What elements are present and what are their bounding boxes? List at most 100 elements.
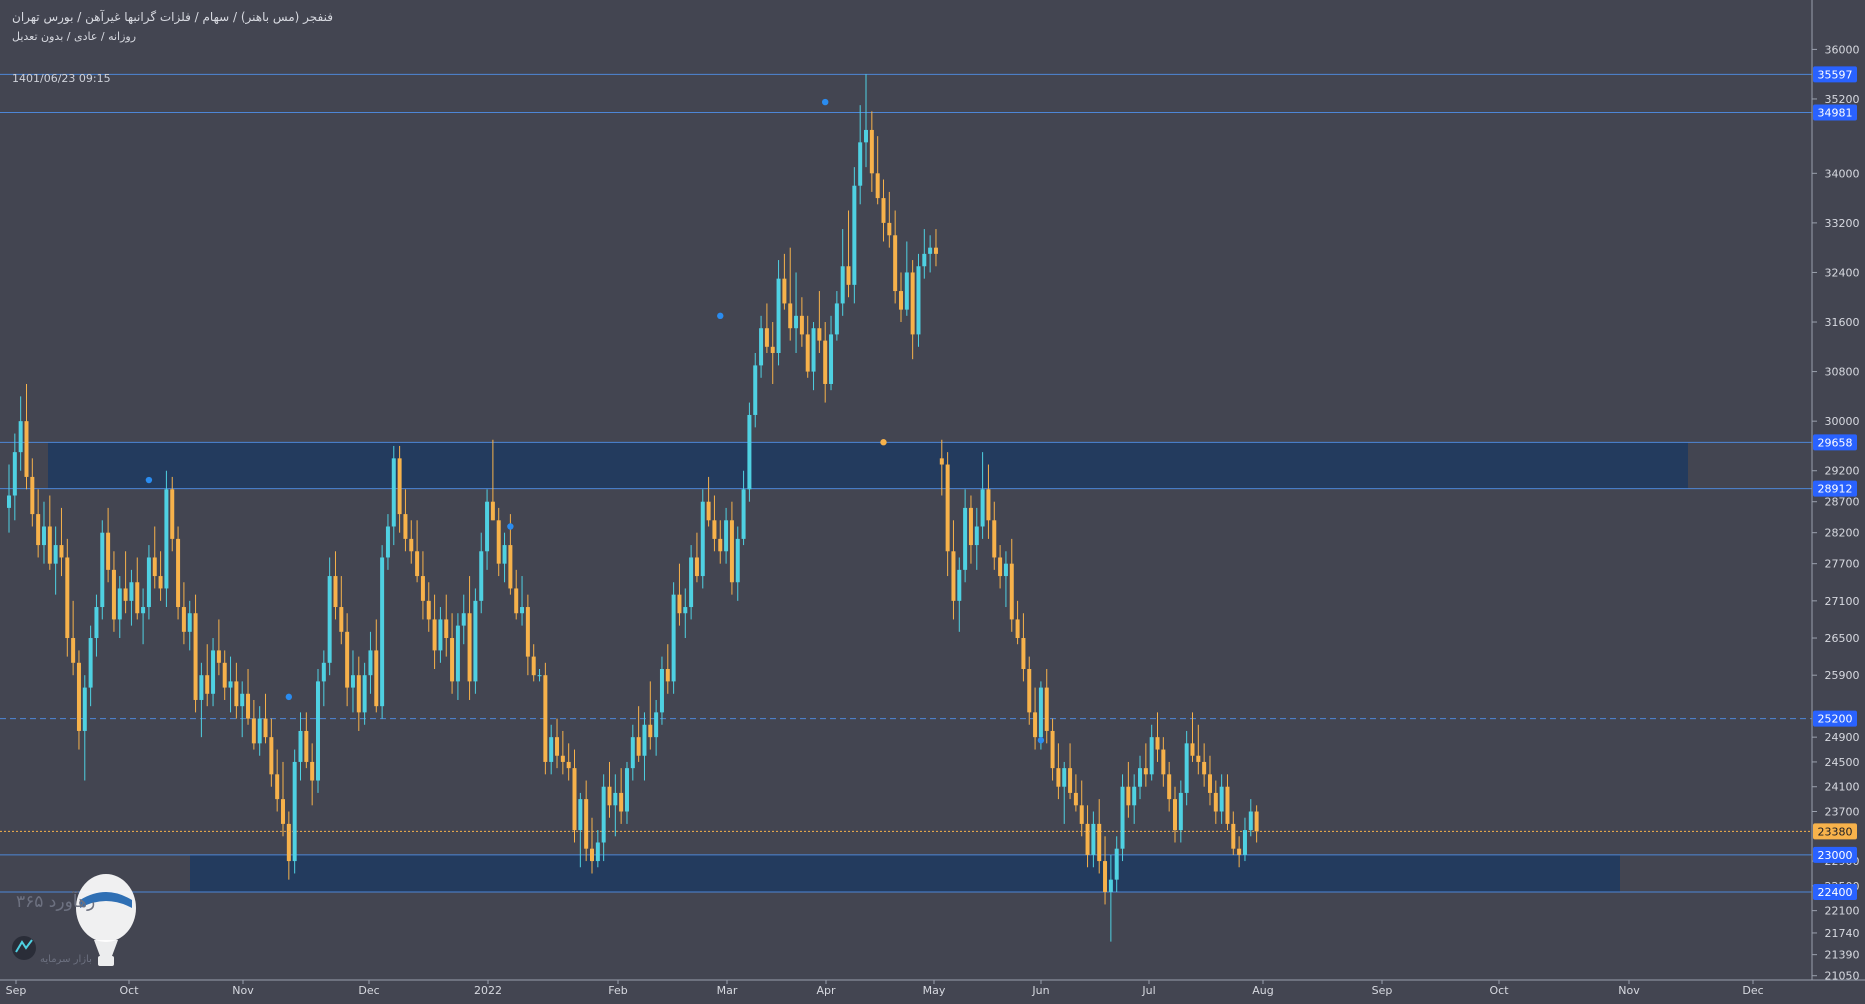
- candle[interactable]: [945, 452, 950, 577]
- candle[interactable]: [246, 668, 251, 725]
- candle[interactable]: [216, 619, 221, 676]
- candle[interactable]: [1190, 712, 1195, 762]
- candle[interactable]: [292, 749, 297, 874]
- candle[interactable]: [222, 650, 227, 700]
- candle[interactable]: [1178, 780, 1183, 843]
- candle[interactable]: [7, 464, 11, 533]
- candle[interactable]: [455, 613, 460, 700]
- candle[interactable]: [47, 495, 52, 570]
- candle[interactable]: [1085, 805, 1090, 868]
- candle[interactable]: [94, 594, 99, 657]
- candle[interactable]: [875, 136, 880, 205]
- candle[interactable]: [135, 557, 140, 620]
- candle[interactable]: [712, 495, 717, 552]
- candle[interactable]: [356, 656, 361, 731]
- candle[interactable]: [624, 761, 629, 824]
- candle[interactable]: [700, 489, 705, 589]
- candle[interactable]: [286, 811, 291, 880]
- candle[interactable]: [654, 699, 659, 756]
- candle[interactable]: [1062, 761, 1067, 824]
- candle[interactable]: [729, 501, 734, 595]
- candle[interactable]: [403, 489, 408, 552]
- candle[interactable]: [834, 291, 839, 341]
- candle[interactable]: [560, 730, 565, 775]
- candle[interactable]: [619, 768, 624, 824]
- candle[interactable]: [368, 631, 373, 694]
- candle[interactable]: [1068, 743, 1073, 800]
- candle[interactable]: [840, 229, 845, 316]
- candle[interactable]: [385, 514, 390, 570]
- candle[interactable]: [759, 315, 764, 378]
- candle[interactable]: [794, 272, 799, 354]
- candle[interactable]: [24, 383, 29, 490]
- candle[interactable]: [671, 582, 676, 694]
- candle[interactable]: [362, 662, 367, 725]
- candle[interactable]: [694, 532, 699, 583]
- candle[interactable]: [304, 712, 309, 769]
- candle[interactable]: [467, 576, 472, 700]
- candle[interactable]: [176, 526, 181, 620]
- candle[interactable]: [939, 439, 944, 496]
- candle[interactable]: [1202, 743, 1207, 787]
- candle[interactable]: [100, 520, 105, 620]
- candle[interactable]: [1073, 774, 1078, 812]
- candle[interactable]: [747, 402, 752, 502]
- candle[interactable]: [234, 662, 239, 719]
- candle[interactable]: [59, 507, 64, 577]
- candle[interactable]: [549, 724, 554, 775]
- candle[interactable]: [881, 179, 886, 242]
- candle[interactable]: [998, 545, 1003, 589]
- candle[interactable]: [677, 563, 682, 626]
- candle[interactable]: [1126, 761, 1131, 818]
- price-axis[interactable]: 36000 35200 34000 33200 32400 31600 30800 30000…: [1812, 43, 1860, 983]
- candle[interactable]: [479, 532, 484, 614]
- candle[interactable]: [18, 396, 23, 471]
- candle[interactable]: [1225, 774, 1230, 831]
- candle[interactable]: [636, 706, 641, 762]
- candle[interactable]: [858, 105, 863, 205]
- candle[interactable]: [350, 650, 355, 713]
- candle[interactable]: [893, 210, 898, 304]
- candle[interactable]: [1161, 737, 1166, 787]
- candle[interactable]: [490, 439, 495, 521]
- candle[interactable]: [450, 613, 455, 694]
- candle[interactable]: [590, 817, 594, 874]
- candle[interactable]: [933, 229, 938, 267]
- candle[interactable]: [71, 600, 76, 676]
- candle[interactable]: [514, 569, 519, 620]
- candle[interactable]: [263, 693, 268, 744]
- candle[interactable]: [76, 650, 81, 750]
- candle[interactable]: [82, 675, 87, 781]
- candle[interactable]: [374, 619, 379, 713]
- candle[interactable]: [1015, 600, 1020, 645]
- candle[interactable]: [275, 749, 280, 812]
- candle[interactable]: [12, 433, 17, 521]
- candle[interactable]: [584, 780, 589, 862]
- candle[interactable]: [1050, 718, 1055, 781]
- candle[interactable]: [257, 706, 262, 756]
- candle[interactable]: [164, 470, 169, 608]
- candle[interactable]: [630, 724, 635, 781]
- candle[interactable]: [648, 681, 653, 750]
- time-axis[interactable]: Sep Oct Nov Dec 2022 Feb Mar Apr May Jun Jul Aug Sep…: [6, 980, 1764, 997]
- candle[interactable]: [741, 470, 746, 546]
- candle[interactable]: [520, 576, 525, 626]
- candle[interactable]: [1213, 780, 1218, 824]
- candle[interactable]: [898, 272, 903, 323]
- candle[interactable]: [141, 588, 146, 645]
- candle[interactable]: [1248, 799, 1253, 837]
- candle[interactable]: [566, 743, 571, 781]
- candle[interactable]: [1196, 724, 1201, 775]
- candle[interactable]: [327, 557, 332, 676]
- candle[interactable]: [485, 489, 490, 570]
- candle[interactable]: [1231, 811, 1236, 855]
- candle[interactable]: [986, 464, 991, 539]
- candle[interactable]: [811, 322, 816, 391]
- candle[interactable]: [764, 303, 769, 354]
- candle[interactable]: [782, 253, 787, 310]
- candle[interactable]: [788, 247, 793, 341]
- candle[interactable]: [665, 644, 670, 694]
- candle[interactable]: [683, 588, 688, 639]
- candle[interactable]: [910, 260, 915, 360]
